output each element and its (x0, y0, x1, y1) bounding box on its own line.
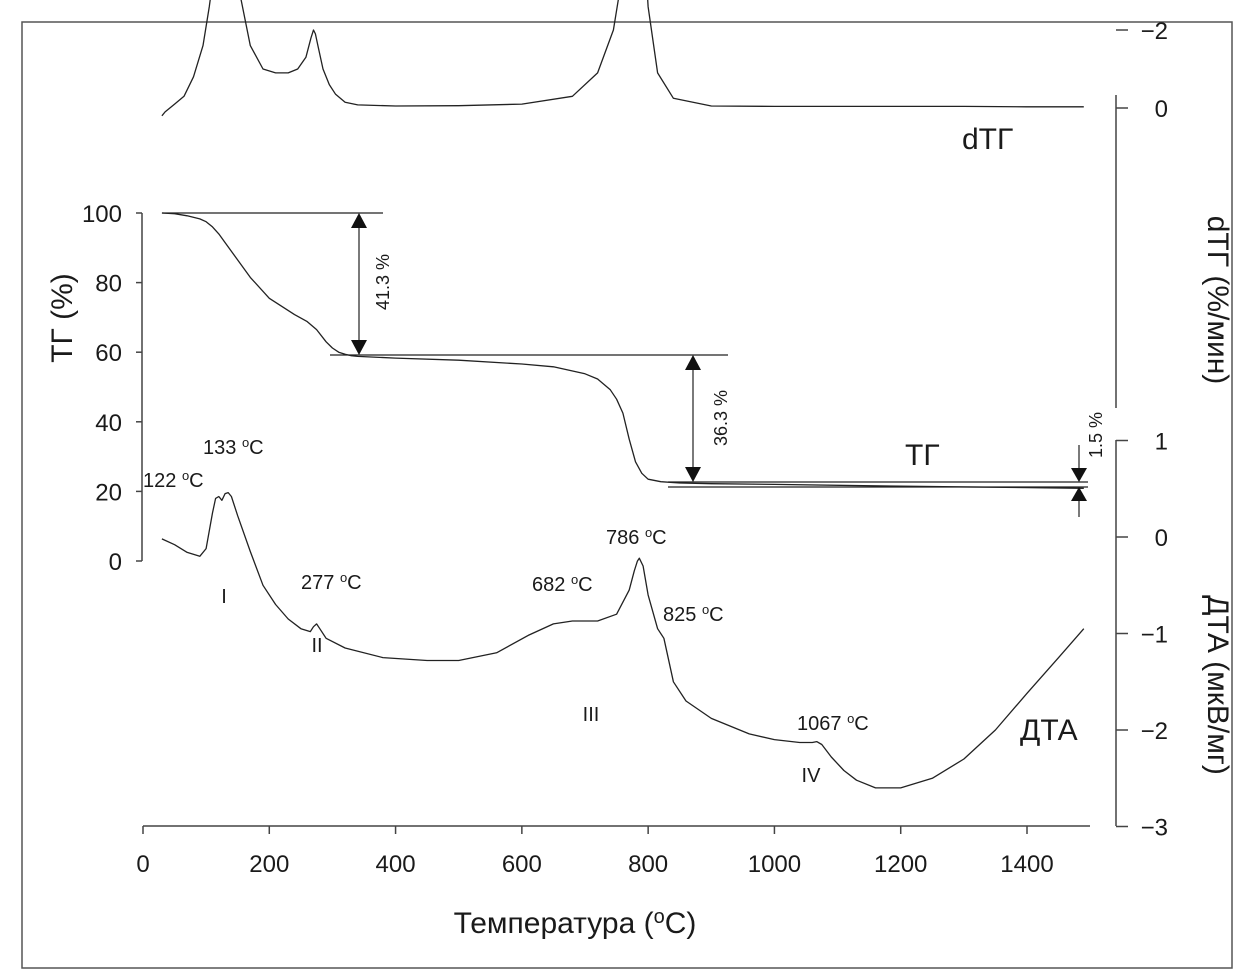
tg-axis-title: ТГ (%) (46, 273, 79, 363)
x-tick-label: 1200 (874, 851, 927, 878)
tg-tick-label: 100 (82, 201, 122, 228)
tg-tick-label: 0 (109, 549, 122, 576)
arrowhead-up-2 (685, 355, 701, 370)
curve-label-tg: ТГ (905, 439, 940, 472)
dtg-axis-title: dТГ (%/мин) (1201, 216, 1234, 385)
dtg-tick-label: 0 (1155, 96, 1168, 123)
mass-loss-label-2: 36.3 % (711, 390, 731, 446)
axes (141, 95, 1117, 827)
dtg-ticks: 0−2−4−6−8 (1116, 18, 1168, 123)
arrowhead-down-2 (685, 467, 701, 482)
series-line-dtg (161, 0, 1084, 117)
tg-ticks: 100 80 60 40 20 0 (82, 201, 142, 576)
curve-label-dta: ДТА (1020, 714, 1078, 747)
annotation-682: 682 oC (532, 572, 593, 596)
mass-loss-label-1: 41.3 % (373, 254, 393, 310)
series-group (161, 0, 1085, 789)
annotation-122: 122 oC (143, 468, 204, 492)
dta-tick-label: 0 (1155, 525, 1168, 552)
stage-label-4: IV (802, 765, 822, 787)
x-tick-label: 400 (376, 851, 416, 878)
stage-label-2: II (311, 635, 322, 657)
x-tick-label: 0 (136, 851, 149, 878)
dtg-tick-label: −2 (1141, 18, 1168, 45)
series-line-dta (161, 491, 1085, 789)
annotation-277: 277 oC (301, 570, 362, 594)
dta-tick-label: −1 (1141, 622, 1168, 649)
x-axis-title: Температура (oC) (454, 906, 697, 940)
annotation-133: 133 oC (203, 435, 264, 459)
annotation-825: 825 oC (663, 602, 724, 626)
tg-tick-label: 40 (95, 410, 122, 437)
x-tick-label: 800 (628, 851, 668, 878)
dta-ticks: 1 0 −1 −2 −3 (1116, 429, 1168, 842)
arrowhead-down-3 (1071, 468, 1087, 482)
arrowhead-up-3 (1071, 487, 1087, 501)
dta-tick-label: 1 (1155, 429, 1168, 456)
tg-tick-label: 20 (95, 479, 122, 506)
tg-tick-label: 80 (95, 271, 122, 298)
dta-axis-title: ДТА (мкВ/мг) (1201, 595, 1234, 775)
figure-frame (21, 21, 1233, 969)
curve-label-dtg: dТГ (962, 123, 1013, 156)
x-tick-label: 1000 (748, 851, 801, 878)
stage-label-1: I (221, 586, 227, 608)
x-tick-label: 200 (249, 851, 289, 878)
series-line-tg (161, 212, 1084, 489)
annotation-786: 786 oC (606, 525, 667, 549)
x-ticks: 0 200 400 600 800 1000 1200 1400 (136, 826, 1054, 878)
x-tick-label: 1400 (1000, 851, 1053, 878)
mass-loss-label-3: 1.5 % (1086, 412, 1106, 458)
stage-label-3: III (583, 704, 600, 726)
dta-tick-label: −3 (1141, 815, 1168, 842)
annotation-1067: 1067 oC (797, 711, 869, 735)
arrowhead-up-1 (351, 213, 367, 228)
dta-tick-label: −2 (1141, 718, 1168, 745)
mass-loss-guides (162, 212, 1088, 517)
tg-tick-label: 60 (95, 340, 122, 367)
arrow-heads (351, 213, 1087, 501)
arrowhead-down-1 (351, 340, 367, 355)
x-tick-label: 600 (502, 851, 542, 878)
